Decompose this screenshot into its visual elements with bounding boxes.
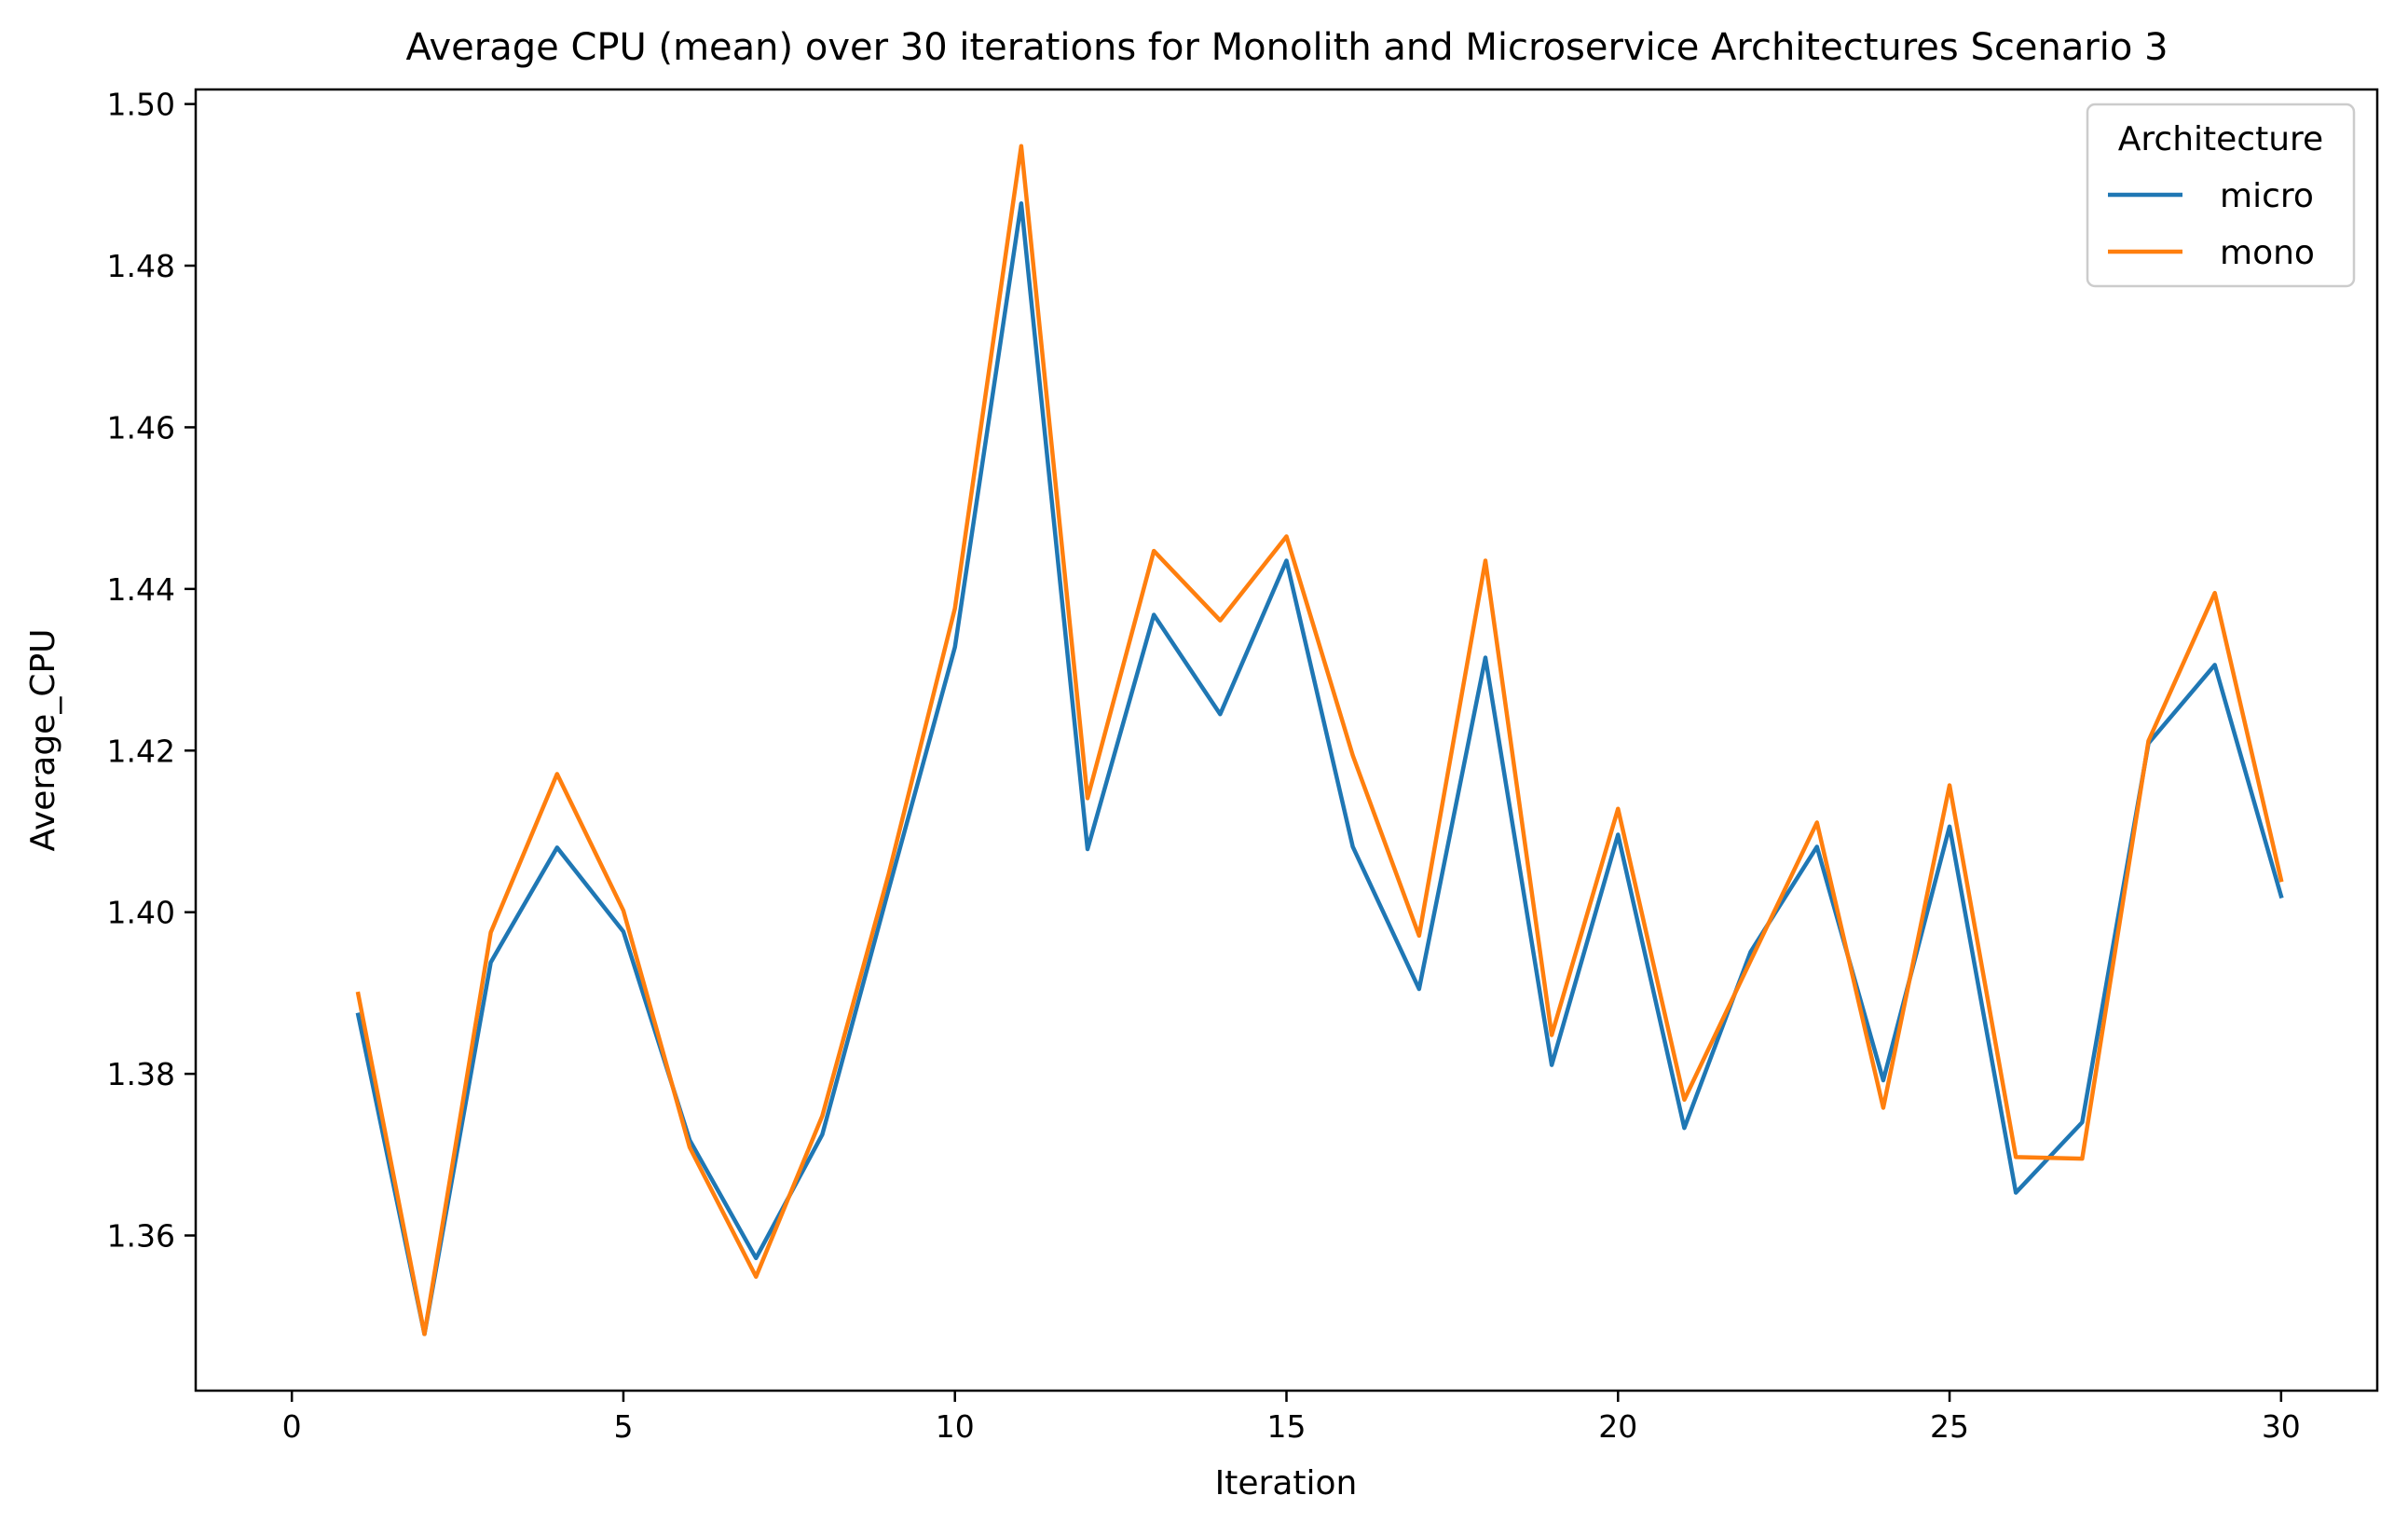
x-tick-label: 0 [282, 1408, 302, 1445]
y-axis-title: Average_CPU [24, 628, 62, 851]
plot-frame [194, 88, 2379, 1393]
y-tick-label: 1.46 [107, 409, 175, 446]
y-tick-label: 1.50 [107, 87, 175, 123]
y-tick-label: 1.48 [107, 248, 175, 284]
chart-title: Average CPU (mean) over 30 iterations fo… [405, 26, 2168, 69]
x-tick-label: 15 [1267, 1408, 1307, 1445]
y-tick-label: 1.36 [107, 1218, 175, 1255]
y-tick-label: 1.42 [107, 733, 175, 769]
x-axis-title: Iteration [1215, 1464, 1358, 1502]
y-axis: 1.36 1.38 1.40 1.42 1.44 1.46 1.48 1.50 [107, 87, 196, 1255]
legend-label-micro: micro [2220, 177, 2314, 215]
x-tick-label: 30 [2262, 1408, 2301, 1445]
x-tick-label: 10 [936, 1408, 975, 1445]
legend-label-mono: mono [2220, 234, 2315, 272]
y-tick-label: 1.44 [107, 571, 175, 608]
legend: Architecture micro mono [2086, 103, 2356, 288]
series-line-mono [355, 144, 2284, 1337]
x-tick-label: 20 [1598, 1408, 1637, 1445]
series-layer [355, 144, 2284, 1337]
x-tick-label: 25 [1930, 1408, 1969, 1445]
legend-title: Architecture [2118, 120, 2323, 158]
x-axis: 0 5 10 15 20 25 30 [282, 1391, 2301, 1445]
y-tick-label: 1.40 [107, 895, 175, 931]
y-tick-label: 1.38 [107, 1056, 175, 1092]
x-tick-label: 5 [613, 1408, 633, 1445]
legend-box [2086, 103, 2356, 288]
